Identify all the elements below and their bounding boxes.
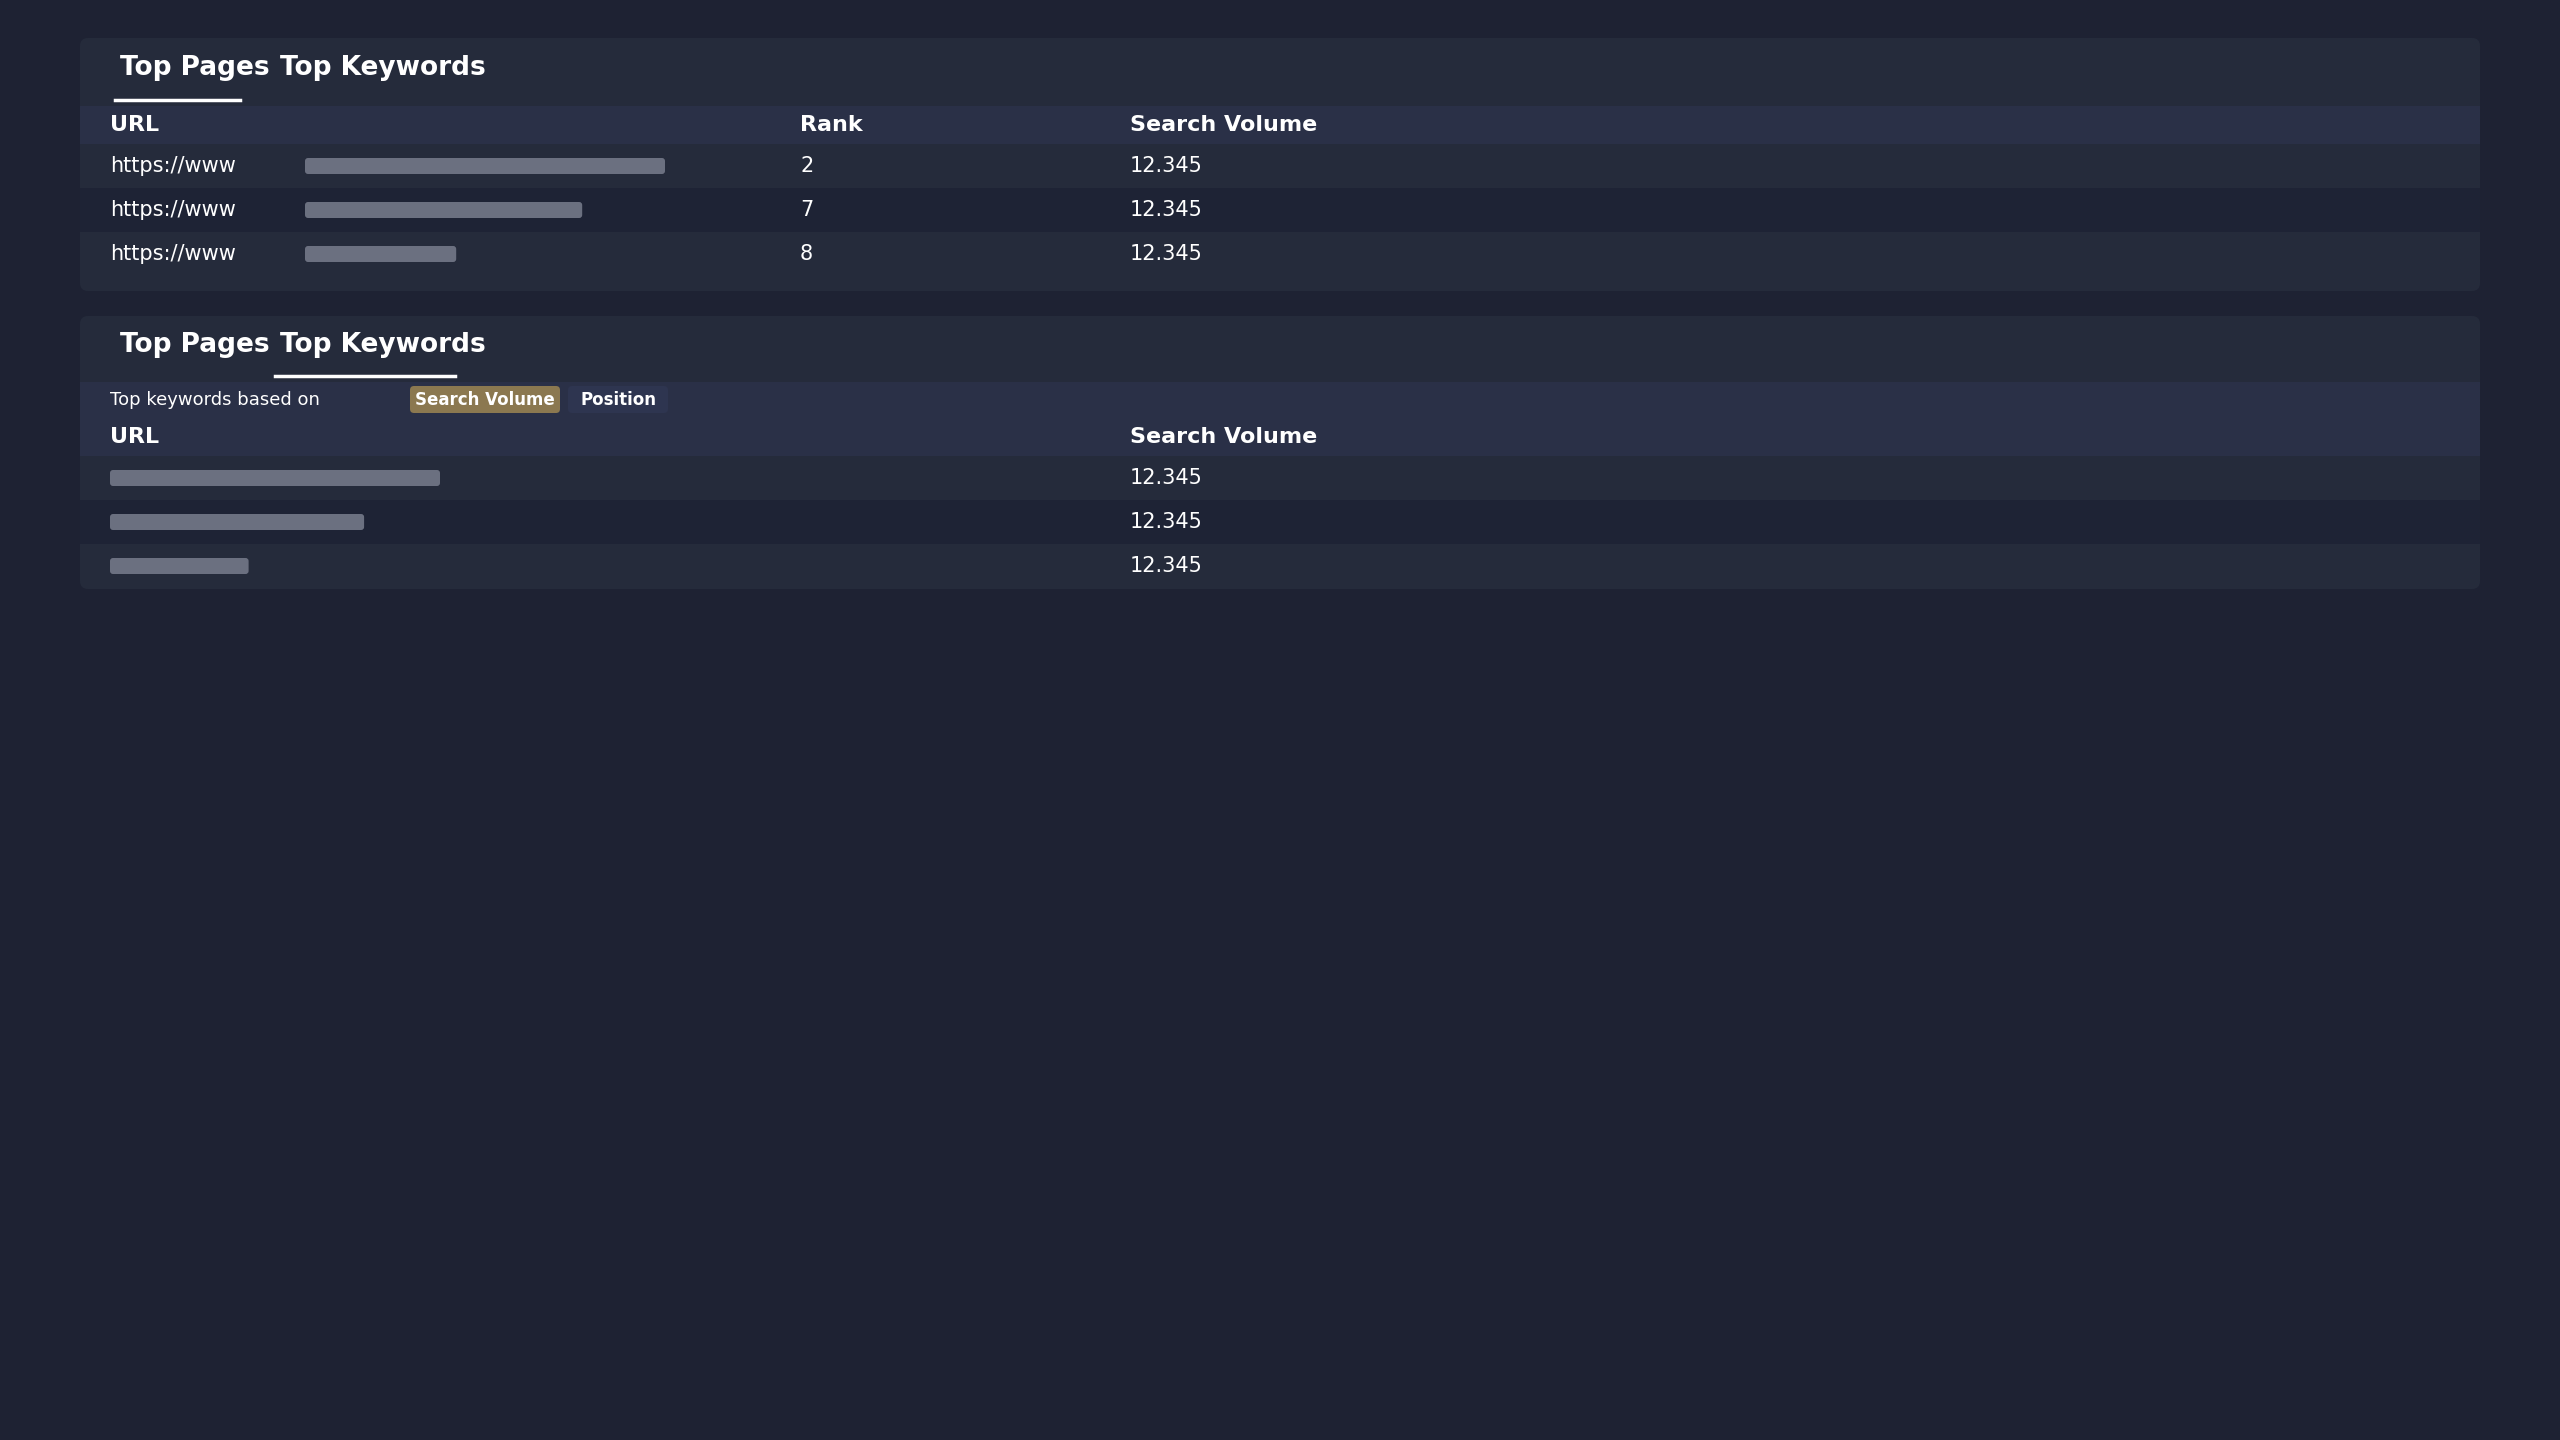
Text: https://www: https://www <box>110 200 236 220</box>
Text: Top Pages: Top Pages <box>120 333 269 359</box>
FancyBboxPatch shape <box>110 557 248 575</box>
FancyBboxPatch shape <box>305 246 456 262</box>
Text: Search Volume: Search Volume <box>1129 115 1318 135</box>
FancyBboxPatch shape <box>305 158 666 174</box>
Text: 12.345: 12.345 <box>1129 243 1203 264</box>
FancyBboxPatch shape <box>568 386 668 413</box>
Text: https://www: https://www <box>110 156 236 176</box>
Text: 12.345: 12.345 <box>1129 200 1203 220</box>
Text: Top keywords based on: Top keywords based on <box>110 392 320 409</box>
FancyBboxPatch shape <box>305 202 581 217</box>
Bar <box>79 107 2481 144</box>
Text: Top Keywords: Top Keywords <box>279 333 486 359</box>
Bar <box>79 382 2481 418</box>
Text: 12.345: 12.345 <box>1129 513 1203 531</box>
Text: https://www: https://www <box>110 243 236 264</box>
Text: URL: URL <box>110 428 159 446</box>
FancyBboxPatch shape <box>79 37 2481 291</box>
Text: 12.345: 12.345 <box>1129 556 1203 576</box>
FancyBboxPatch shape <box>110 469 440 487</box>
FancyBboxPatch shape <box>79 315 2481 589</box>
Text: 12.345: 12.345 <box>1129 156 1203 176</box>
Text: URL: URL <box>110 115 159 135</box>
Bar <box>79 418 2481 456</box>
FancyBboxPatch shape <box>110 514 364 530</box>
Text: 8: 8 <box>799 243 814 264</box>
Text: Rank: Rank <box>799 115 863 135</box>
Text: Top Keywords: Top Keywords <box>279 55 486 81</box>
Text: Top Pages: Top Pages <box>120 55 269 81</box>
Text: 12.345: 12.345 <box>1129 468 1203 488</box>
FancyBboxPatch shape <box>410 386 561 413</box>
Text: Search Volume: Search Volume <box>415 392 556 409</box>
Text: 7: 7 <box>799 200 814 220</box>
Text: 2: 2 <box>799 156 814 176</box>
Text: Position: Position <box>581 392 655 409</box>
Text: Search Volume: Search Volume <box>1129 428 1318 446</box>
Bar <box>79 500 2481 544</box>
Bar <box>79 189 2481 232</box>
